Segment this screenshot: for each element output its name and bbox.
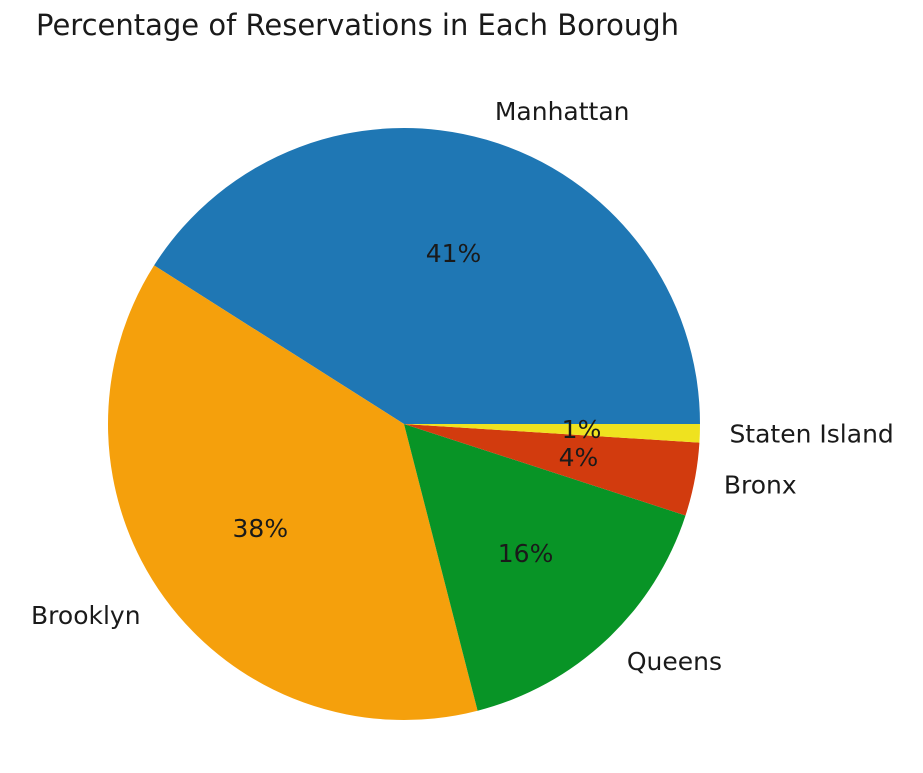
percent-label-manhattan: 41% — [426, 239, 482, 268]
slice-label-bronx: Bronx — [724, 471, 797, 500]
percent-label-bronx: 4% — [559, 443, 599, 472]
pie-slice-brooklyn — [107, 265, 478, 721]
slice-label-staten-island: Staten Island — [729, 420, 893, 449]
percent-label-queens: 16% — [498, 539, 554, 568]
pie-slice-manhattan — [154, 128, 701, 424]
slice-label-brooklyn: Brooklyn — [31, 601, 141, 630]
pie-slice-bronx — [404, 424, 700, 516]
chart-title: Percentage of Reservations in Each Borou… — [36, 8, 680, 42]
pie-slices — [107, 128, 701, 721]
slice-label-manhattan: Manhattan — [495, 97, 630, 126]
pie-slice-staten-island — [404, 424, 700, 443]
percent-labels: 41% 38% 16% 4%1% — [233, 239, 602, 568]
slice-labels: Manhattan Brooklyn Queens Bronx Staten Islan… — [31, 97, 894, 676]
percent-label-brooklyn: 38% — [233, 514, 289, 543]
percent-label-staten-island: 1% — [562, 415, 602, 444]
pie-slice-queens — [404, 424, 686, 711]
slice-label-queens: Queens — [627, 647, 722, 676]
